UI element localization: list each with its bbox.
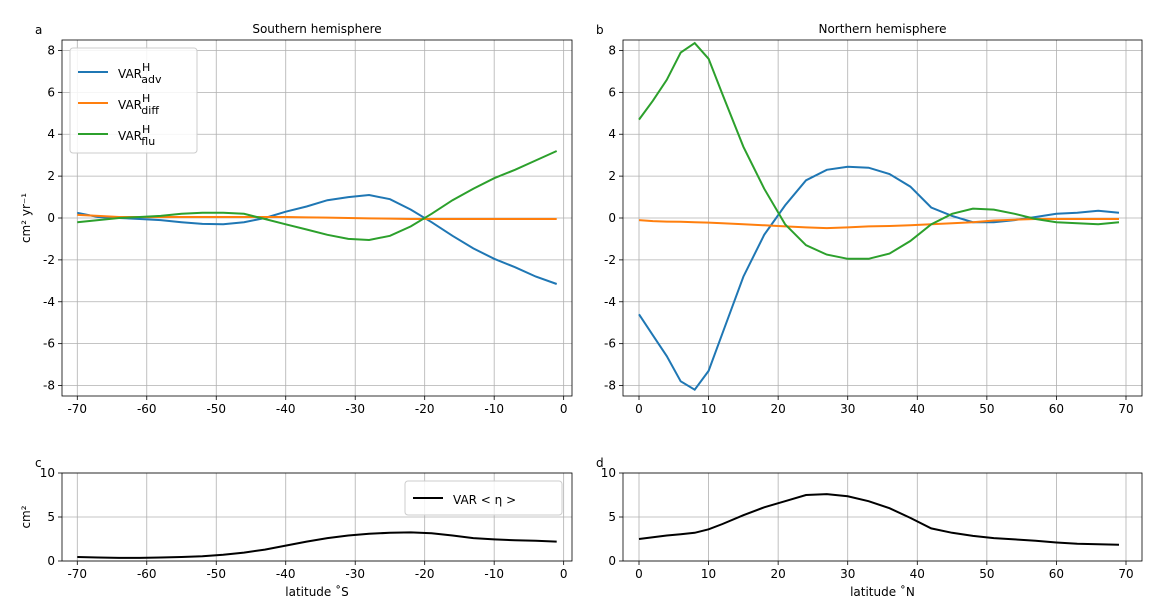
x-tick-label: -50 bbox=[206, 567, 226, 581]
data-line bbox=[77, 150, 558, 242]
x-tick-label: -60 bbox=[137, 567, 157, 581]
panel-label: a bbox=[35, 23, 42, 37]
panel-label: c bbox=[35, 456, 42, 470]
y-tick-label: -2 bbox=[604, 253, 616, 267]
legend-name: VAR bbox=[118, 98, 142, 112]
x-tick-label: -10 bbox=[484, 402, 504, 416]
data-line bbox=[77, 531, 557, 559]
x-tick-label: -70 bbox=[67, 402, 87, 416]
legend-superscript: H bbox=[142, 92, 150, 105]
y-tick-label: 8 bbox=[47, 43, 55, 57]
legend-subscript: flu bbox=[141, 135, 155, 148]
x-tick-label: 0 bbox=[560, 567, 568, 581]
x-tick-label: -60 bbox=[137, 402, 157, 416]
y-tick-label: 0 bbox=[47, 211, 55, 225]
y-tick-label: -2 bbox=[43, 253, 55, 267]
y-tick-label: 6 bbox=[47, 85, 55, 99]
y-tick-label: 0 bbox=[608, 554, 616, 568]
panel-label: b bbox=[596, 23, 604, 37]
axes-frame bbox=[61, 39, 573, 397]
data-line bbox=[638, 41, 1120, 260]
axes-frame bbox=[61, 472, 573, 562]
x-tick-label: 10 bbox=[701, 567, 716, 581]
y-tick-label: 2 bbox=[608, 169, 616, 183]
legend-subscript: diff bbox=[141, 104, 159, 117]
x-tick-label: 60 bbox=[1049, 567, 1064, 581]
y-tick-label: -8 bbox=[43, 379, 55, 393]
x-tick-label: -50 bbox=[206, 402, 226, 416]
legend-name: VAR bbox=[118, 67, 142, 81]
y-axis-label: cm² bbox=[19, 505, 33, 528]
y-tick-label: -4 bbox=[604, 295, 616, 309]
x-tick-label: 70 bbox=[1118, 567, 1133, 581]
x-tick-label: 50 bbox=[979, 402, 994, 416]
axes-frame bbox=[622, 472, 1143, 562]
legend-label: VAR < η > bbox=[453, 493, 516, 507]
legend-subscript: adv bbox=[141, 73, 162, 86]
x-axis-label: latitude ˚N bbox=[850, 584, 915, 599]
y-tick-label: 2 bbox=[47, 169, 55, 183]
panel-label: d bbox=[596, 456, 604, 470]
x-tick-label: 0 bbox=[635, 402, 643, 416]
y-tick-label: -6 bbox=[43, 337, 55, 351]
chart-title: Southern hemisphere bbox=[252, 22, 381, 36]
y-tick-label: 0 bbox=[47, 554, 55, 568]
legend-label: VARH adv bbox=[118, 61, 162, 86]
y-tick-label: 4 bbox=[608, 127, 616, 141]
x-tick-label: 20 bbox=[771, 402, 786, 416]
y-tick-label: 10 bbox=[40, 466, 55, 480]
y-tick-label: 8 bbox=[608, 43, 616, 57]
x-tick-label: 0 bbox=[560, 402, 568, 416]
x-axis-label: latitude ˚S bbox=[285, 584, 348, 599]
x-tick-label: -20 bbox=[415, 402, 435, 416]
x-tick-label: 60 bbox=[1049, 402, 1064, 416]
x-tick-label: -30 bbox=[345, 567, 365, 581]
y-tick-label: -4 bbox=[43, 295, 55, 309]
x-tick-label: 40 bbox=[910, 567, 925, 581]
y-tick-label: -8 bbox=[604, 379, 616, 393]
x-tick-label: 30 bbox=[840, 402, 855, 416]
legend-label: VARH flu bbox=[118, 123, 155, 148]
legend-name: VAR bbox=[118, 129, 142, 143]
legend-name: VAR < η > bbox=[453, 493, 516, 507]
x-tick-label: -40 bbox=[276, 567, 296, 581]
y-tick-label: 6 bbox=[608, 85, 616, 99]
data-line bbox=[638, 493, 1120, 546]
y-tick-label: 10 bbox=[601, 466, 616, 480]
y-tick-label: -6 bbox=[604, 337, 616, 351]
legend-label: VARH diff bbox=[118, 92, 159, 117]
y-axis-label: cm² yr⁻¹ bbox=[19, 193, 33, 243]
legend-superscript: H bbox=[142, 61, 150, 74]
data-line bbox=[638, 165, 1120, 392]
x-tick-label: -30 bbox=[345, 402, 365, 416]
axes-frame bbox=[622, 39, 1143, 397]
chart-title: Northern hemisphere bbox=[818, 22, 946, 36]
x-tick-label: -10 bbox=[484, 567, 504, 581]
legend-superscript: H bbox=[142, 123, 150, 136]
x-tick-label: 50 bbox=[979, 567, 994, 581]
legend-box bbox=[69, 47, 198, 154]
x-tick-label: 70 bbox=[1118, 402, 1133, 416]
x-tick-label: 40 bbox=[910, 402, 925, 416]
x-tick-label: -20 bbox=[415, 567, 435, 581]
x-tick-label: -70 bbox=[67, 567, 87, 581]
x-tick-label: 10 bbox=[701, 402, 716, 416]
x-tick-label: 20 bbox=[771, 567, 786, 581]
y-tick-label: 5 bbox=[608, 510, 616, 524]
data-line bbox=[77, 193, 558, 285]
x-tick-label: 0 bbox=[635, 567, 643, 581]
y-tick-label: 4 bbox=[47, 127, 55, 141]
legend-box bbox=[404, 480, 563, 516]
y-tick-label: 0 bbox=[608, 211, 616, 225]
x-tick-label: 30 bbox=[840, 567, 855, 581]
y-tick-label: 5 bbox=[47, 510, 55, 524]
x-tick-label: -40 bbox=[276, 402, 296, 416]
